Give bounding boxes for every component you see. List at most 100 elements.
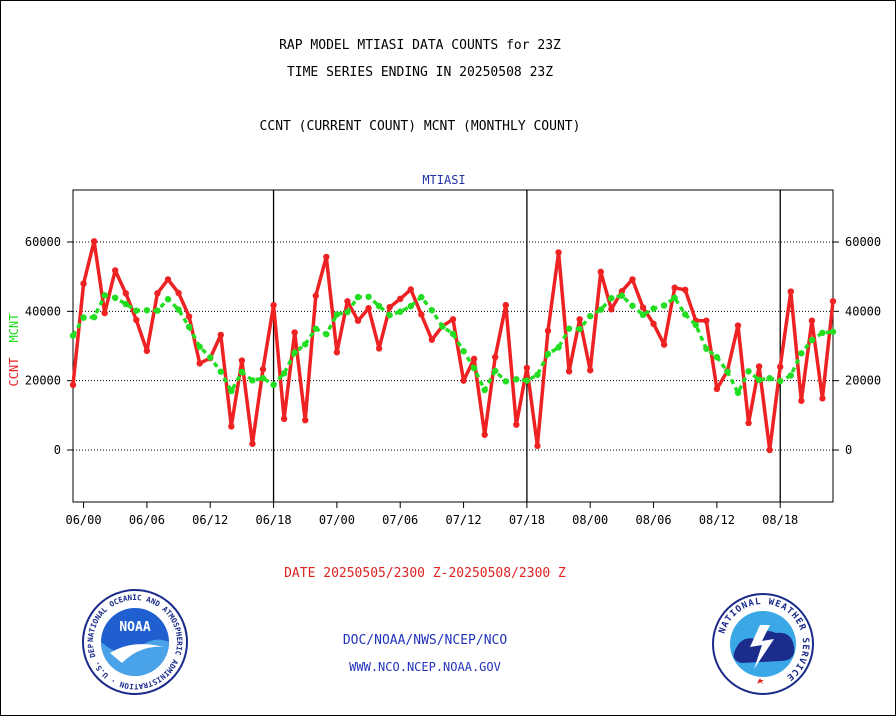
data-point-mcnt	[344, 308, 351, 316]
data-point-ccnt	[502, 301, 509, 309]
x-tick-label: 07/00	[319, 513, 355, 527]
nws-logo: NATIONAL WEATHER SERVICE	[712, 593, 814, 695]
data-point-ccnt	[449, 316, 457, 323]
data-point-mcnt	[808, 336, 816, 344]
data-point-mcnt	[587, 312, 594, 320]
data-point-ccnt	[682, 286, 689, 294]
data-point-ccnt	[238, 357, 246, 364]
data-point-ccnt	[365, 305, 372, 312]
data-point-ccnt	[133, 316, 140, 324]
data-point-ccnt	[164, 276, 172, 283]
data-point-mcnt	[798, 350, 805, 357]
data-point-ccnt	[69, 381, 77, 389]
data-point-ccnt	[819, 395, 826, 402]
data-point-mcnt	[787, 372, 794, 379]
data-point-mcnt	[819, 329, 826, 337]
data-point-mcnt	[829, 328, 837, 335]
data-point-mcnt	[534, 371, 541, 378]
data-point-mcnt	[745, 368, 752, 375]
data-point-mcnt	[460, 348, 467, 355]
data-point-ccnt	[291, 329, 298, 336]
data-point-ccnt	[492, 353, 499, 361]
agency-path-link[interactable]: DOC/NOAA/NWS/NCEP/NCO	[342, 633, 508, 648]
data-point-ccnt	[302, 416, 309, 424]
data-point-ccnt	[397, 295, 404, 303]
data-point-mcnt	[618, 292, 626, 299]
x-tick-label: 06/06	[129, 513, 165, 527]
data-point-mcnt	[660, 302, 668, 309]
x-tick-label: 08/12	[699, 513, 735, 527]
data-point-mcnt	[175, 306, 182, 313]
data-point-ccnt	[798, 397, 805, 404]
data-point-ccnt	[629, 276, 636, 283]
data-point-mcnt	[418, 293, 425, 301]
data-point-mcnt	[196, 343, 203, 350]
date-range-label: DATE 20250505/2300 Z-20250508/2300 Z	[284, 566, 566, 581]
data-point-ccnt	[344, 298, 351, 305]
y-axis-label-ccnt: CCNT	[7, 358, 21, 387]
data-point-ccnt	[112, 267, 119, 274]
data-point-mcnt	[555, 344, 562, 351]
y-tick-label-left: 0	[54, 443, 61, 457]
series-layer	[69, 238, 837, 454]
website-link[interactable]: WWW.NCO.NCEP.NOAA.GOV	[349, 660, 501, 674]
data-point-ccnt	[122, 290, 129, 297]
x-tick-label: 07/06	[382, 513, 418, 527]
data-point-ccnt	[217, 331, 224, 339]
y-tick-label-left: 60000	[25, 235, 61, 249]
data-point-ccnt	[143, 347, 151, 355]
data-point-mcnt	[576, 325, 583, 333]
data-point-mcnt	[112, 294, 119, 302]
data-point-mcnt	[249, 377, 256, 384]
data-point-ccnt	[270, 301, 277, 309]
data-point-mcnt	[397, 308, 404, 315]
data-point-mcnt	[291, 349, 298, 356]
x-tick-label: 08/18	[762, 513, 798, 527]
data-point-mcnt	[692, 321, 699, 329]
noaa-logo: NATIONAL OCEANIC AND ATMOSPHERIC ADMINIS…	[80, 587, 188, 695]
data-point-ccnt	[470, 355, 478, 363]
data-point-ccnt	[745, 419, 752, 427]
data-point-ccnt	[565, 368, 573, 375]
y-tick-label-left: 20000	[25, 374, 61, 388]
data-point-mcnt	[101, 292, 108, 299]
y-axis-label-mcnt: MCNT	[7, 314, 21, 343]
data-point-mcnt	[629, 302, 636, 309]
data-point-ccnt	[703, 317, 710, 324]
data-point-ccnt	[587, 367, 594, 374]
data-point-ccnt	[734, 322, 742, 329]
data-point-ccnt	[101, 309, 108, 317]
data-point-mcnt	[259, 375, 267, 382]
data-point-mcnt	[133, 307, 140, 314]
plot-area-border	[72, 189, 834, 503]
data-point-ccnt	[185, 313, 193, 320]
data-point-mcnt	[703, 345, 710, 352]
data-point-mcnt	[302, 341, 309, 348]
data-point-ccnt	[555, 249, 562, 256]
data-point-mcnt	[323, 331, 330, 338]
data-point-mcnt	[650, 305, 657, 312]
data-point-ccnt	[354, 317, 362, 324]
data-point-ccnt	[597, 268, 604, 276]
data-point-mcnt	[270, 381, 277, 389]
data-point-mcnt	[724, 368, 731, 375]
data-point-mcnt	[470, 364, 478, 372]
data-point-ccnt	[407, 286, 414, 293]
data-point-ccnt	[333, 349, 341, 356]
x-tick-label: 07/18	[509, 513, 545, 527]
data-point-mcnt	[154, 307, 161, 314]
data-point-mcnt	[80, 314, 87, 321]
data-point-mcnt	[164, 296, 172, 303]
data-point-ccnt	[544, 327, 552, 334]
data-point-ccnt	[576, 316, 583, 323]
data-point-mcnt	[671, 294, 678, 302]
data-point-mcnt	[365, 293, 372, 300]
data-point-mcnt	[217, 368, 224, 375]
data-point-ccnt	[428, 336, 436, 343]
x-tick-label: 08/06	[635, 513, 671, 527]
data-point-mcnt	[544, 350, 552, 358]
data-point-mcnt	[238, 368, 246, 376]
data-point-mcnt	[280, 370, 288, 377]
data-point-ccnt	[513, 421, 520, 428]
